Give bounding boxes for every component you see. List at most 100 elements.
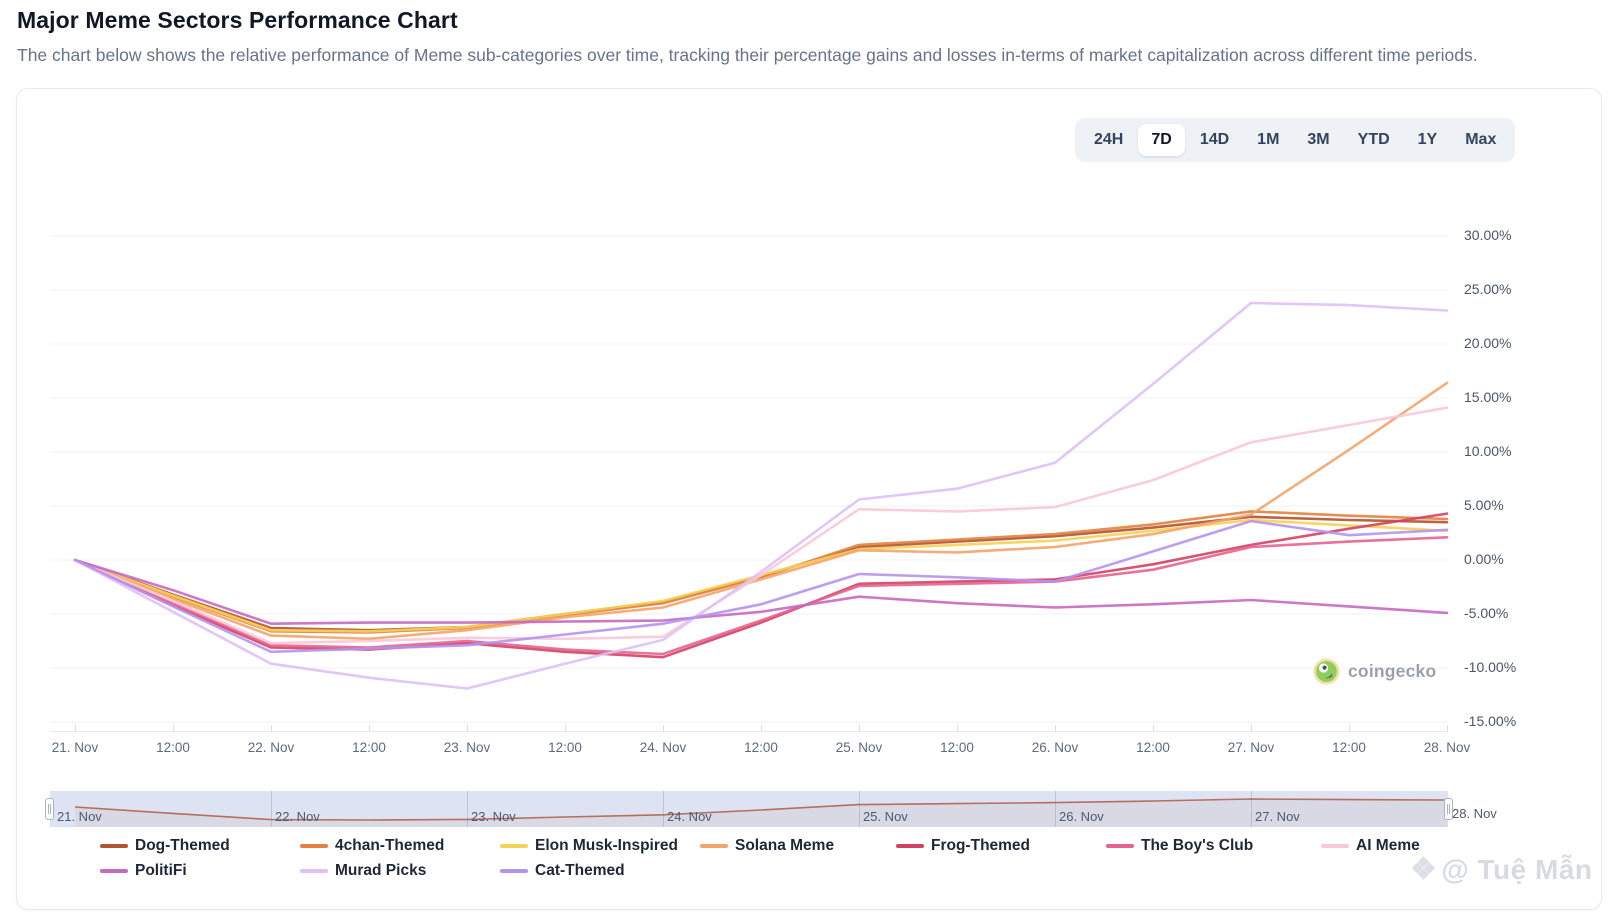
legend-label: AI Meme (1356, 836, 1420, 854)
range-button-max[interactable]: Max (1452, 124, 1509, 156)
y-axis-label: 0.00% (1464, 551, 1504, 567)
range-button-ytd[interactable]: YTD (1345, 124, 1403, 156)
chart-legend: Dog-Themed 4chan-Themed Elon Musk-Inspired… (100, 835, 1420, 881)
coingecko-watermark: coingecko (1313, 658, 1436, 685)
legend-item-dog-themed[interactable]: Dog-Themed (100, 835, 300, 856)
legend-item-politifi[interactable]: PolitiFi (100, 860, 300, 881)
range-button-3m[interactable]: 3M (1294, 124, 1342, 156)
x-axis-tick (271, 725, 272, 731)
legend-swatch (500, 843, 528, 848)
x-axis-label: 12:00 (1332, 740, 1366, 755)
y-axis-label: -15.00% (1464, 713, 1517, 729)
range-button-1m[interactable]: 1M (1244, 124, 1292, 156)
legend-swatch (896, 843, 924, 848)
navigator-label: 25. Nov (863, 809, 908, 824)
y-axis-label: 10.00% (1464, 443, 1512, 459)
x-axis-label: 28. Nov (1423, 740, 1471, 755)
legend-item-the-boy-s-club[interactable]: The Boy's Club (1106, 835, 1321, 856)
legend-item-frog-themed[interactable]: Frog-Themed (896, 835, 1106, 856)
x-axis-tick (173, 725, 174, 731)
chart-navigator[interactable]: 21. Nov 22. Nov 23. Nov 24. Nov 25. Nov 26. N… (45, 791, 1453, 827)
x-axis-tick (761, 725, 762, 731)
legend-label: PolitiFi (135, 861, 187, 879)
legend-swatch (1321, 843, 1349, 848)
x-axis-tick (1349, 725, 1350, 731)
range-button-1y[interactable]: 1Y (1405, 124, 1451, 156)
x-axis-label: 12:00 (352, 740, 386, 755)
navigator-day-separator (467, 791, 468, 827)
x-axis-tick (1447, 725, 1448, 731)
navigator-label: 24. Nov (667, 809, 712, 824)
legend-label: 4chan-Themed (335, 836, 445, 854)
x-axis-line (50, 731, 1448, 732)
series-line-politifi (73, 558, 1449, 626)
series-line-murad-picks (73, 301, 1449, 690)
legend-label: Solana Meme (735, 836, 835, 854)
x-axis-label: 23. Nov (443, 740, 491, 755)
legend-item-murad-picks[interactable]: Murad Picks (300, 860, 500, 881)
x-axis-tick (663, 725, 664, 731)
x-axis-tick (1153, 725, 1154, 731)
y-axis-label: 15.00% (1464, 389, 1512, 405)
y-axis-label: 25.00% (1464, 281, 1512, 297)
chart-card (16, 88, 1602, 910)
x-axis-label: 12:00 (940, 740, 974, 755)
page-subtitle: The chart below shows the relative perfo… (17, 45, 1478, 65)
diamond-icon: ❖ (1410, 853, 1438, 886)
page-title: Major Meme Sectors Performance Chart (17, 7, 458, 33)
legend-label: Frog-Themed (931, 836, 1031, 854)
author-watermark: ❖ @ Tuệ Mẫn (1410, 852, 1592, 887)
legend-swatch (300, 868, 328, 873)
x-axis-tick (75, 725, 76, 731)
navigator-label: 22. Nov (275, 809, 320, 824)
navigator-line (74, 798, 1448, 821)
legend-item-elon-musk-inspired[interactable]: Elon Musk-Inspired (500, 835, 700, 856)
author-name: @ Tuệ Mẫn (1441, 853, 1593, 885)
legend-item-solana-meme[interactable]: Solana Meme (700, 835, 896, 856)
series-line-solana-meme (73, 381, 1449, 641)
range-button-24h[interactable]: 24H (1081, 124, 1136, 156)
navigator-right-handle[interactable] (1444, 798, 1453, 820)
y-axis-label: -10.00% (1464, 659, 1517, 675)
performance-chart[interactable] (50, 210, 1450, 750)
navigator-label: 27. Nov (1255, 809, 1300, 824)
time-range-selector: 24H 7D 14D 1M 3M YTD 1Y Max (1075, 118, 1516, 162)
legend-swatch (300, 843, 328, 848)
x-axis-tick (369, 725, 370, 731)
navigator-day-separator (663, 791, 664, 827)
x-axis-label: 24. Nov (639, 740, 687, 755)
y-axis-label: -5.00% (1464, 605, 1509, 621)
navigator-day-separator (1251, 791, 1252, 827)
navigator-label: 23. Nov (471, 809, 516, 824)
legend-swatch (1106, 843, 1134, 848)
legend-label: Cat-Themed (535, 861, 625, 879)
legend-item-ai-meme[interactable]: AI Meme (1321, 835, 1420, 856)
legend-label: The Boy's Club (1141, 836, 1254, 854)
x-axis-label: 25. Nov (835, 740, 883, 755)
x-axis-tick (1055, 725, 1056, 731)
series-line-frog-themed (73, 512, 1449, 659)
legend-item-4chan-themed[interactable]: 4chan-Themed (300, 835, 500, 856)
legend-item-cat-themed[interactable]: Cat-Themed (500, 860, 700, 881)
navigator-label-28nov: 28. Nov (1452, 806, 1497, 821)
x-axis-tick (957, 725, 958, 731)
legend-swatch (100, 868, 128, 873)
series-line-dog-themed (73, 515, 1449, 632)
navigator-day-separator (1055, 791, 1056, 827)
series-line-ai-meme (73, 406, 1449, 645)
legend-label: Elon Musk-Inspired (535, 836, 678, 854)
navigator-left-handle[interactable] (45, 798, 54, 820)
x-axis-label: 12:00 (744, 740, 778, 755)
y-axis-label: 20.00% (1464, 335, 1512, 351)
legend-swatch (100, 843, 128, 848)
legend-swatch (700, 843, 728, 848)
range-button-7d[interactable]: 7D (1138, 124, 1185, 156)
x-axis-label: 21. Nov (51, 740, 99, 755)
x-axis-label: 26. Nov (1031, 740, 1079, 755)
legend-swatch (500, 868, 528, 873)
range-button-14d[interactable]: 14D (1187, 124, 1242, 156)
navigator-label: 26. Nov (1059, 809, 1104, 824)
x-axis-tick (1251, 725, 1252, 731)
x-axis-label: 12:00 (548, 740, 582, 755)
